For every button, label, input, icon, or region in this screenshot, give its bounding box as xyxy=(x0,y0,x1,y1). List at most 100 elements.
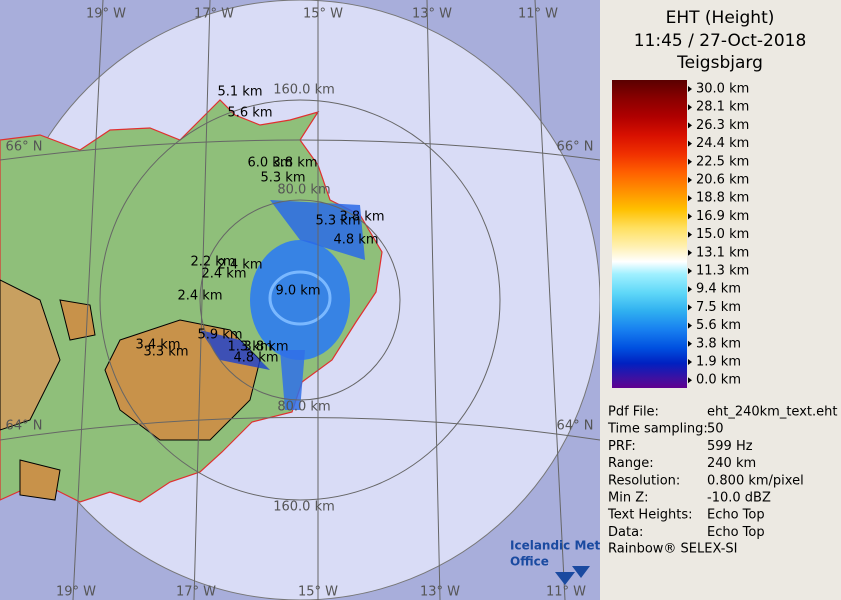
logo-text: Office xyxy=(510,555,549,569)
longitude-label: 19° W xyxy=(56,585,96,600)
info-value: 599 Hz xyxy=(707,439,753,454)
legend-label: 30.0 km xyxy=(696,82,749,97)
highland xyxy=(0,279,61,431)
legend-tick xyxy=(688,268,692,274)
info-key: PRF: xyxy=(608,439,636,454)
legend-tick xyxy=(688,359,692,365)
panel-text: EHT (Height) 11:45 / 27-Oct-2018 Teigsbj… xyxy=(607,8,837,557)
radar-echo xyxy=(200,330,270,370)
logo xyxy=(555,566,590,585)
info-value: eht_240km_text.eht xyxy=(707,405,837,420)
legend-label: 24.4 km xyxy=(696,136,749,151)
echo-top-label: 4.8 km xyxy=(234,351,279,366)
longitude-label: 11° W xyxy=(518,7,558,22)
info-key: Resolution: xyxy=(608,473,680,488)
longitude-label: 17° W xyxy=(176,585,216,600)
legend-tick xyxy=(688,195,692,202)
legend-tick xyxy=(688,286,692,293)
info-value: Echo Top xyxy=(707,508,765,523)
legend-label: 26.3 km xyxy=(696,118,749,133)
footer: Rainbow® SELEX-SI xyxy=(608,542,738,557)
echo-top-label: 2.4 km xyxy=(178,289,223,304)
range-label: 160.0 km xyxy=(273,500,335,515)
info-value: -10.0 dBZ xyxy=(707,491,771,506)
info-key: Pdf File: xyxy=(608,405,659,420)
longitude-label: 13° W xyxy=(412,7,452,22)
info-key: Time sampling: xyxy=(607,422,708,437)
info-value: 50 xyxy=(707,422,724,437)
echo-top-label: 3.8 km xyxy=(340,210,385,225)
glacier xyxy=(19,459,61,501)
echo-top-label: 2.2 km xyxy=(191,255,236,270)
latitude-label: 64° N xyxy=(557,419,594,434)
legend-label: 20.6 km xyxy=(696,173,749,188)
legend-label: 1.9 km xyxy=(696,355,741,370)
legend-label: 11.3 km xyxy=(696,264,749,279)
logo-text: Icelandic Met xyxy=(510,539,600,553)
echo-top-label: 3.8 km xyxy=(244,340,289,355)
legend-tick xyxy=(688,122,692,129)
info-key: Range: xyxy=(608,456,654,471)
range-ring xyxy=(199,199,401,401)
radar-echo xyxy=(280,350,305,410)
legend-tick xyxy=(688,249,692,256)
time: 11:45 / 27-Oct-2018 xyxy=(634,31,807,51)
range-label: 80.0 km xyxy=(277,400,330,415)
legend-label: 13.1 km xyxy=(696,245,749,260)
range-label: 80.0 km xyxy=(277,183,330,198)
longitude-label: 11° W xyxy=(546,585,586,600)
legend-tick xyxy=(688,213,692,220)
legend-label: 22.5 km xyxy=(696,154,749,169)
range-ring xyxy=(99,99,501,501)
info-value: Echo Top xyxy=(707,525,765,540)
radar-map: 19° W 17° W 15° W 13° W 11° W 19° W 17° W 15° W… xyxy=(0,0,600,600)
legend-label: 3.8 km xyxy=(696,336,741,351)
legend-label: 18.8 km xyxy=(696,191,749,206)
echo-top-label: 2.4 km xyxy=(218,258,263,273)
legend-tick xyxy=(688,140,692,147)
radar-echo-ring xyxy=(268,270,332,326)
info-key: Min Z: xyxy=(608,491,649,506)
colorbar xyxy=(612,80,687,388)
echo-top-label: 5.9 km xyxy=(198,328,243,343)
echo-top-label: 5.3 km xyxy=(261,171,306,186)
legend-tick xyxy=(688,322,692,329)
title: EHT (Height) xyxy=(666,8,775,28)
station: Teigsbjarg xyxy=(676,53,763,73)
echo-top-label: 5.3 km xyxy=(316,214,361,229)
echo-top-label: 9.0 km xyxy=(276,284,321,299)
longitude-label: 13° W xyxy=(420,585,460,600)
radar-echo xyxy=(250,240,350,360)
legend-tick xyxy=(688,104,692,111)
info-key: Text Heights: xyxy=(607,508,693,523)
legend-tick xyxy=(688,231,692,238)
echo-top-label: 6.0 km xyxy=(248,156,293,171)
legend-tick xyxy=(688,340,692,347)
echo-top-label: 3.8 km xyxy=(273,156,318,171)
echo-top-label: 5.6 km xyxy=(228,106,273,121)
legend-label: 28.1 km xyxy=(696,100,749,115)
echo-top-label: 4.8 km xyxy=(334,233,379,248)
legend-label: 5.6 km xyxy=(696,318,741,333)
legend-tick xyxy=(688,158,692,165)
legend-tick xyxy=(688,177,692,183)
longitude-label: 19° W xyxy=(86,7,126,22)
info-panel: EHT (Height) 11:45 / 27-Oct-2018 Teigsbj… xyxy=(600,0,841,600)
echo-top-label: 3.4 km xyxy=(136,338,181,353)
legend-label: 0.0 km xyxy=(696,373,741,388)
legend-label: 7.5 km xyxy=(696,300,741,315)
longitude-label: 15° W xyxy=(303,7,343,22)
info-key: Data: xyxy=(608,525,643,540)
legend-tick xyxy=(688,86,692,92)
longitude-label: 17° W xyxy=(194,7,234,22)
range-label: 160.0 km xyxy=(273,83,335,98)
legend-label: 16.9 km xyxy=(696,209,749,224)
longitude-label: 15° W xyxy=(298,585,338,600)
echo-top-label: 2.4 km xyxy=(202,267,247,282)
latitude-label: 64° N xyxy=(6,419,43,434)
legend-label: 15.0 km xyxy=(696,227,749,242)
echo-top-label: 3.3 km xyxy=(144,345,189,360)
legend-label: 9.4 km xyxy=(696,282,741,297)
info-value: 240 km xyxy=(707,456,756,471)
